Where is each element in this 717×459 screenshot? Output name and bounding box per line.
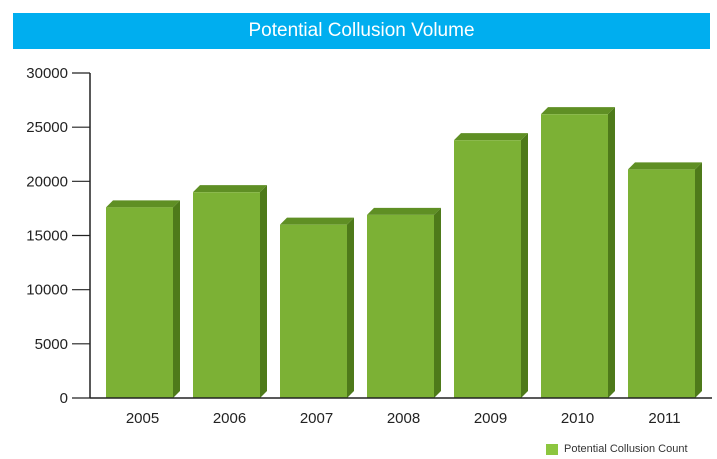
bar-side-2011 (695, 162, 702, 398)
bar-2008 (367, 214, 434, 398)
y-tick-label-0: 0 (60, 390, 68, 407)
bar-top-2005 (106, 200, 180, 208)
bar-top-2008 (367, 207, 441, 215)
legend-swatch (546, 443, 558, 455)
chart-title: Potential Collusion Volume (248, 20, 475, 41)
x-tick-label-2006: 2006 (213, 410, 246, 427)
y-tick-label-25000: 25000 (26, 119, 68, 136)
bar-top-2010 (541, 107, 615, 115)
y-tick-label-5000: 5000 (35, 336, 68, 353)
chart-legend: Potential Collusion Count (546, 442, 688, 456)
bar-chart: 2005 2006 2007 2008 2009 2010 2011 0 5000 10000 15… (26, 65, 712, 427)
x-tick-label-2009: 2009 (474, 410, 507, 427)
y-tick-label-15000: 15000 (26, 228, 68, 245)
bar-2011 (628, 169, 695, 398)
bar-top-2009 (454, 133, 528, 141)
bar-2007 (280, 224, 347, 398)
x-tick-label-2011: 2011 (648, 410, 680, 427)
bar-side-2010 (608, 107, 615, 399)
x-tick-label-2008: 2008 (387, 410, 420, 427)
legend-label: Potential Collusion Count (564, 443, 688, 455)
y-tick-label-10000: 10000 (26, 282, 68, 299)
bar-top-2011 (628, 162, 702, 170)
bar-side-2005 (173, 200, 180, 398)
bar-2009 (454, 140, 521, 398)
bar-2006 (193, 192, 260, 398)
bar-side-2009 (521, 133, 528, 398)
y-tick-label-20000: 20000 (26, 173, 68, 190)
bar-2005 (106, 207, 173, 398)
bar-side-2007 (347, 217, 354, 398)
x-tick-label-2007: 2007 (300, 410, 333, 427)
y-tick-label-30000: 30000 (26, 65, 68, 82)
bar-side-2006 (260, 185, 267, 398)
x-tick-label-2010: 2010 (561, 410, 594, 427)
bar-2010 (541, 114, 608, 399)
chart-title-banner: Potential Collusion Volume (13, 13, 710, 49)
x-tick-label-2005: 2005 (126, 410, 159, 427)
bar-top-2007 (280, 217, 354, 225)
bar-top-2006 (193, 185, 267, 193)
bar-side-2008 (434, 207, 441, 398)
